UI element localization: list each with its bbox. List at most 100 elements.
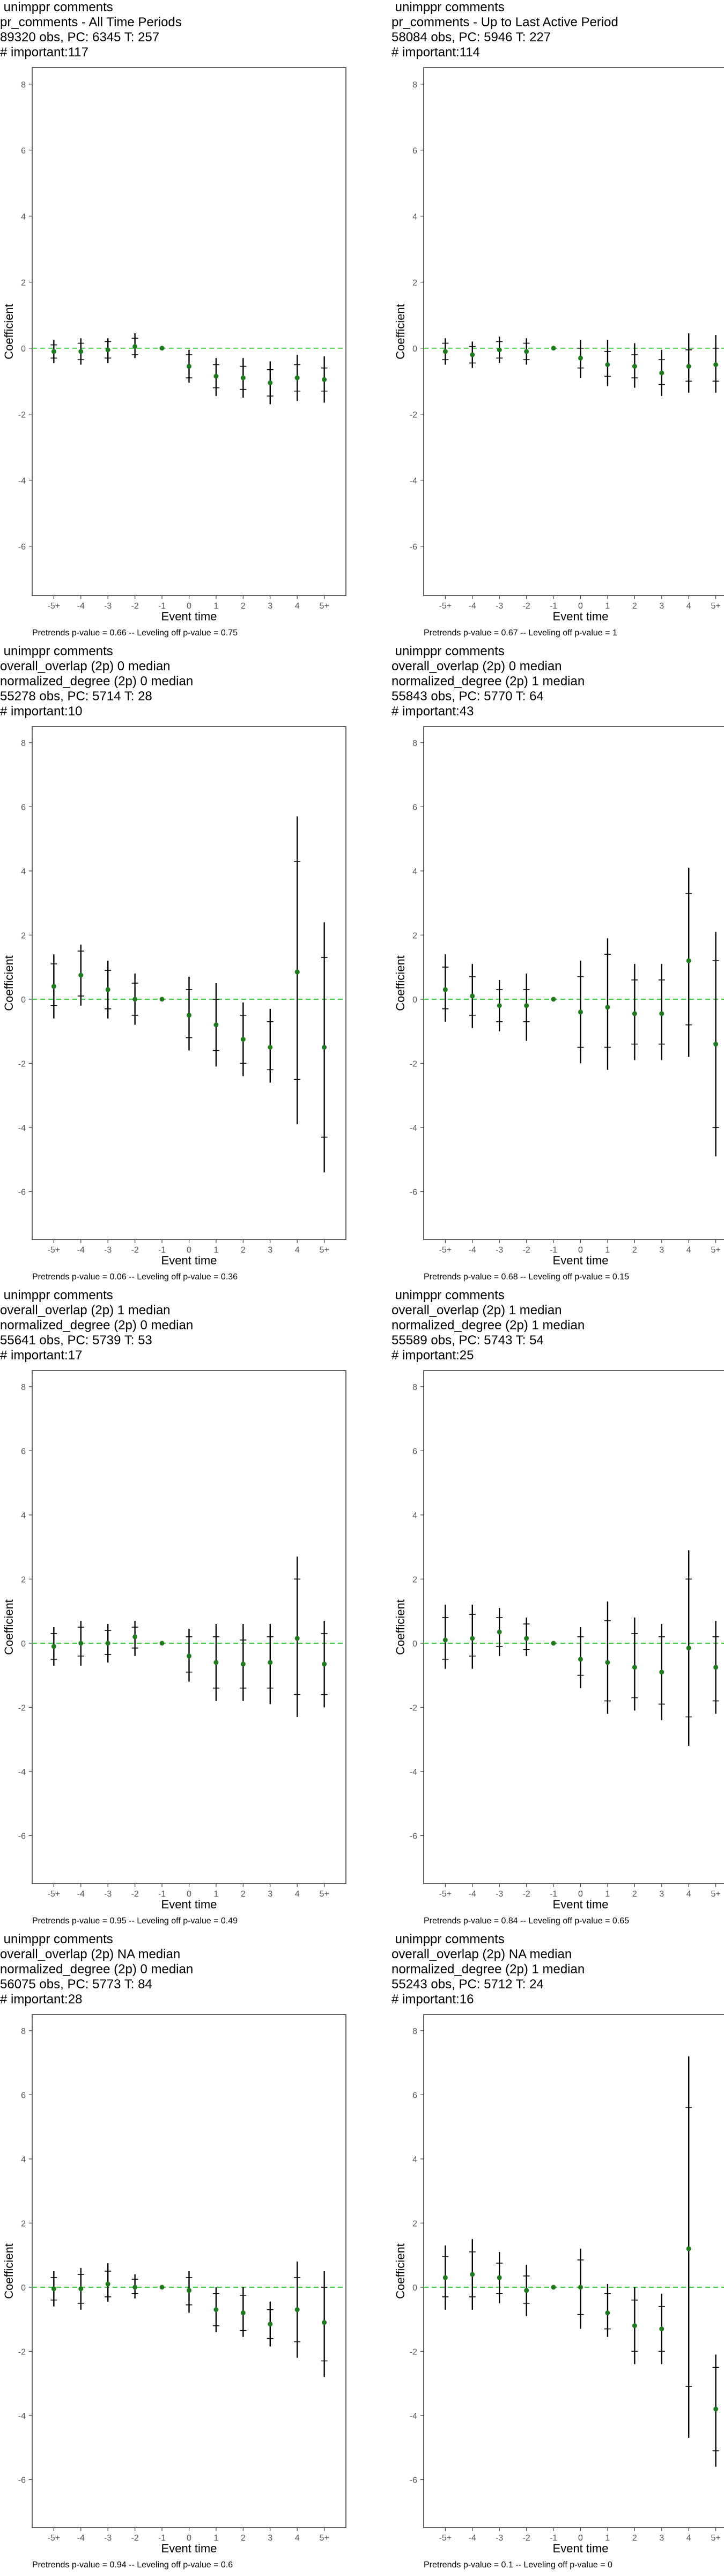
x-tick-label: -5+ bbox=[439, 602, 452, 611]
x-tick-label: -4 bbox=[77, 602, 85, 611]
coefficient-point bbox=[78, 972, 84, 978]
y-tick-label: 8 bbox=[21, 80, 26, 90]
y-tick-label: -2 bbox=[18, 411, 26, 420]
chart-panel: unimppr comments overall_overlap (2p) 1 m… bbox=[391, 1288, 724, 1927]
title-line: 55243 obs, PC: 5712 T: 24 bbox=[391, 1977, 544, 1992]
x-tick-label: 0 bbox=[187, 1890, 191, 1899]
y-tick-label: -2 bbox=[410, 1703, 417, 1713]
x-tick-label: -1 bbox=[158, 602, 166, 611]
coefficient-point bbox=[578, 2285, 583, 2290]
y-tick-label: 6 bbox=[21, 2091, 26, 2100]
x-tick-label: 1 bbox=[213, 1890, 218, 1899]
x-axis-title: Event time bbox=[553, 2542, 609, 2555]
title-line: overall_overlap (2p) 0 median bbox=[391, 659, 562, 674]
title-line: unimppr comments bbox=[391, 0, 505, 14]
coefficient-point bbox=[470, 2272, 475, 2277]
title-line: 55278 obs, PC: 5714 T: 28 bbox=[0, 689, 152, 704]
x-tick-label: -2 bbox=[523, 1246, 530, 1255]
y-tick-label: 4 bbox=[21, 1511, 26, 1520]
coefficient-point bbox=[294, 969, 300, 975]
coefficient-plot: -6 -4 -2 0 2 4 6 8 -5+ -4 -3 -2 -1 0 1 2 3 4 5+ Event time C… bbox=[2, 1370, 346, 1926]
x-tick-label: 4 bbox=[295, 1890, 300, 1899]
y-tick-label: 8 bbox=[21, 739, 26, 748]
title-line: # important:117 bbox=[0, 45, 88, 60]
chart-title: unimppr comments overall_overlap (2p) NA … bbox=[0, 1932, 193, 2007]
y-tick-label: 2 bbox=[21, 1575, 26, 1584]
footnote-pvalues: Pretrends p-value = 0.68 -- Leveling off… bbox=[424, 1272, 629, 1282]
x-tick-label: 5+ bbox=[711, 2534, 721, 2543]
coefficient-point bbox=[132, 1634, 138, 1640]
y-tick-label: -6 bbox=[18, 543, 26, 552]
coefficient-point bbox=[713, 1042, 719, 1047]
y-tick-label: -6 bbox=[410, 1188, 417, 1197]
y-tick-label: -6 bbox=[18, 1832, 26, 1841]
y-tick-label: 6 bbox=[412, 2091, 417, 2100]
x-tick-label: -3 bbox=[496, 1890, 503, 1899]
coefficient-point bbox=[105, 2281, 110, 2287]
y-tick-label: -2 bbox=[18, 2347, 26, 2357]
x-tick-label: -1 bbox=[158, 2534, 166, 2543]
x-tick-label: -3 bbox=[496, 1246, 503, 1255]
coefficient-point bbox=[294, 375, 300, 380]
x-axis-title: Event time bbox=[161, 1898, 217, 1911]
x-tick-label: 4 bbox=[686, 2534, 691, 2543]
y-tick-label: -2 bbox=[410, 2347, 417, 2357]
footnote-pvalues: Pretrends p-value = 0.95 -- Leveling off… bbox=[32, 1916, 238, 1926]
coefficient-plot: -6 -4 -2 0 2 4 6 8 -5+ -4 -3 -2 -1 0 1 2 3 4 5+ Event time C… bbox=[2, 67, 346, 638]
y-axis-title: Coefficient bbox=[394, 1599, 407, 1655]
footnote-pvalues: Pretrends p-value = 0.06 -- Leveling off… bbox=[32, 1272, 238, 1282]
x-tick-label: 2 bbox=[241, 2534, 246, 2543]
coefficient-point bbox=[659, 370, 664, 376]
y-tick-label: 0 bbox=[21, 345, 26, 354]
y-axis-title: Coefficient bbox=[394, 955, 407, 1011]
x-tick-label: -1 bbox=[550, 1890, 557, 1899]
title-line: normalized_degree (2p) 0 median bbox=[0, 1962, 194, 1977]
title-line: # important:16 bbox=[391, 1992, 474, 2007]
x-tick-label: 5+ bbox=[711, 1246, 721, 1255]
x-tick-label: 2 bbox=[241, 602, 246, 611]
chart-title: unimppr comments overall_overlap (2p) NA … bbox=[391, 1932, 585, 2007]
y-tick-label: 8 bbox=[412, 1383, 417, 1392]
y-tick-label: -4 bbox=[410, 2412, 417, 2421]
coefficient-point bbox=[213, 1660, 219, 1665]
x-tick-label: -2 bbox=[523, 602, 530, 611]
coefficient-point bbox=[159, 2285, 165, 2290]
coefficient-point bbox=[524, 2288, 529, 2293]
coefficient-point bbox=[322, 2320, 327, 2325]
x-tick-label: 2 bbox=[632, 2534, 637, 2543]
x-tick-label: 4 bbox=[686, 1246, 691, 1255]
title-line: unimppr comments bbox=[0, 1932, 113, 1946]
coefficient-point bbox=[322, 1045, 327, 1050]
y-tick-label: 4 bbox=[21, 2155, 26, 2164]
coefficient-point bbox=[268, 380, 273, 385]
y-tick-label: 0 bbox=[412, 1640, 417, 1649]
coefficient-point bbox=[105, 347, 110, 353]
coefficient-point bbox=[268, 1660, 273, 1665]
title-line: 55589 obs, PC: 5743 T: 54 bbox=[391, 1333, 544, 1348]
y-tick-label: -6 bbox=[410, 1832, 417, 1841]
title-line: # important:10 bbox=[0, 704, 83, 719]
y-axis-title: Coefficient bbox=[2, 955, 16, 1011]
title-line: unimppr comments bbox=[391, 644, 505, 658]
plot-frame bbox=[423, 2014, 724, 2528]
y-tick-label: -6 bbox=[410, 2476, 417, 2485]
coefficient-point bbox=[268, 1045, 273, 1050]
x-tick-label: -2 bbox=[523, 2534, 530, 2543]
y-tick-label: -2 bbox=[410, 1059, 417, 1069]
y-tick-label: -6 bbox=[18, 1188, 26, 1197]
y-axis-title: Coefficient bbox=[2, 1599, 16, 1655]
coefficient-point bbox=[497, 2275, 502, 2280]
x-tick-label: -3 bbox=[496, 2534, 503, 2543]
footnote-pvalues: Pretrends p-value = 0.67 -- Leveling off… bbox=[424, 628, 617, 638]
y-tick-label: 2 bbox=[412, 279, 417, 288]
y-tick-label: -2 bbox=[18, 1059, 26, 1069]
x-tick-label: 4 bbox=[686, 1890, 691, 1899]
coefficient-point bbox=[605, 1660, 610, 1665]
coefficient-point bbox=[442, 1637, 448, 1643]
x-tick-label: 2 bbox=[632, 602, 637, 611]
x-tick-label: 2 bbox=[241, 1890, 246, 1899]
title-line: 55641 obs, PC: 5739 T: 53 bbox=[0, 1333, 152, 1348]
coefficient-plot: -6 -4 -2 0 2 4 6 8 -5+ -4 -3 -2 -1 0 1 2 3 4 5+ Event time C… bbox=[2, 726, 346, 1282]
title-line: normalized_degree (2p) 1 median bbox=[391, 1962, 585, 1977]
coefficient-point bbox=[78, 2286, 84, 2292]
